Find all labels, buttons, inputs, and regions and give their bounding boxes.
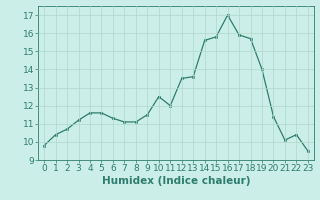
X-axis label: Humidex (Indice chaleur): Humidex (Indice chaleur): [102, 176, 250, 186]
